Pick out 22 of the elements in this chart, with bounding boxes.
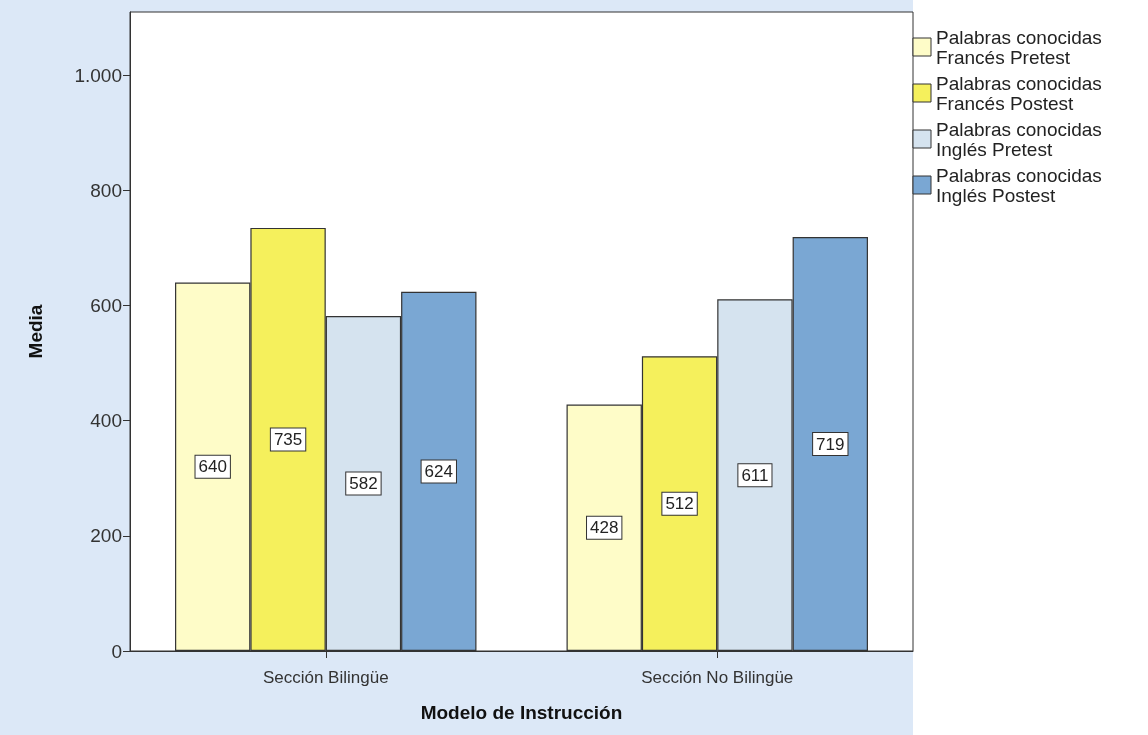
x-tick-label: Sección No Bilingüe — [641, 668, 794, 687]
legend-label: Palabras conocidas Francés Postest — [936, 72, 1108, 114]
y-tick-label: 600 — [90, 295, 122, 317]
data-label: 428 — [590, 518, 619, 538]
y-axis-title: Media — [25, 304, 46, 359]
legend-label: Palabras conocidas Francés Pretest — [936, 26, 1108, 68]
data-label: 640 — [198, 457, 227, 477]
data-label: 512 — [665, 494, 694, 514]
data-label: 582 — [349, 473, 378, 493]
x-axis-title: Modelo de Instrucción — [420, 702, 623, 723]
y-tick-label: 1.000 — [74, 64, 122, 86]
legend-label: Palabras conocidas Inglés Postest — [936, 164, 1108, 206]
x-tick-label: Sección Bilingüe — [262, 668, 389, 687]
data-label: 624 — [424, 461, 453, 481]
y-tick-label: 0 — [111, 640, 122, 662]
data-label: 735 — [273, 429, 303, 449]
y-tick-label: 800 — [90, 179, 122, 201]
data-label: 611 — [741, 465, 769, 485]
y-tick-label: 200 — [90, 525, 122, 547]
data-label: 719 — [816, 434, 845, 454]
y-tick-label: 400 — [90, 410, 122, 432]
legend-label: Palabras conocidas Inglés Pretest — [936, 118, 1108, 160]
